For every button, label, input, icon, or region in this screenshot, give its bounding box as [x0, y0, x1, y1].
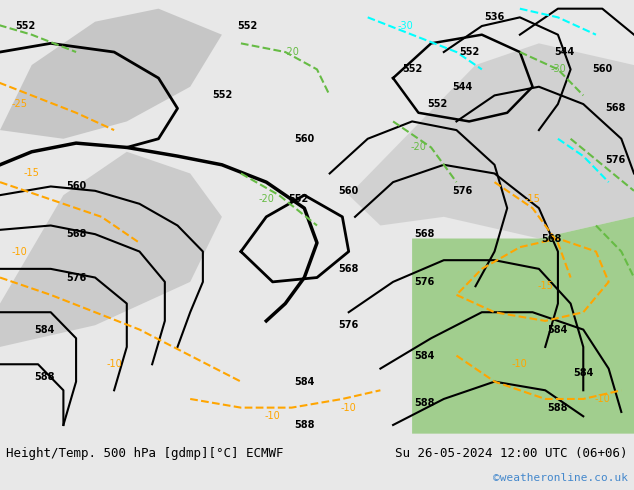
Text: 568: 568: [605, 103, 625, 113]
Text: 552: 552: [288, 195, 308, 204]
Text: 588: 588: [415, 398, 435, 408]
Text: ©weatheronline.co.uk: ©weatheronline.co.uk: [493, 473, 628, 483]
Text: 568: 568: [541, 234, 562, 244]
Text: 544: 544: [453, 82, 473, 92]
Text: 552: 552: [427, 99, 448, 109]
Text: -15: -15: [23, 169, 40, 178]
Text: -30: -30: [550, 64, 566, 74]
Text: 576: 576: [453, 186, 473, 196]
Text: 536: 536: [484, 12, 505, 23]
Text: 584: 584: [573, 368, 593, 378]
Text: 560: 560: [339, 186, 359, 196]
Text: -30: -30: [398, 21, 413, 31]
Polygon shape: [412, 217, 634, 434]
Text: -20: -20: [283, 47, 300, 57]
Text: -10: -10: [341, 403, 356, 413]
Text: 552: 552: [459, 47, 479, 57]
Text: 560: 560: [66, 181, 86, 192]
Text: -20: -20: [410, 143, 427, 152]
Text: 568: 568: [339, 264, 359, 274]
Text: Su 26-05-2024 12:00 UTC (06+06): Su 26-05-2024 12:00 UTC (06+06): [395, 447, 628, 460]
Text: 544: 544: [554, 47, 574, 57]
Text: 552: 552: [212, 90, 232, 100]
Polygon shape: [0, 152, 222, 347]
Text: -10: -10: [11, 246, 27, 257]
Text: 576: 576: [66, 272, 86, 283]
Text: 588: 588: [34, 372, 55, 382]
Text: -10: -10: [512, 359, 527, 369]
Text: 568: 568: [66, 229, 86, 239]
Text: 584: 584: [415, 350, 435, 361]
Text: 568: 568: [415, 229, 435, 239]
Text: -20: -20: [258, 195, 275, 204]
Text: 560: 560: [592, 64, 612, 74]
Text: 584: 584: [548, 324, 568, 335]
Text: 560: 560: [294, 134, 314, 144]
Text: Height/Temp. 500 hPa [gdmp][°C] ECMWF: Height/Temp. 500 hPa [gdmp][°C] ECMWF: [6, 447, 284, 460]
Text: -10: -10: [107, 359, 122, 369]
Text: -15: -15: [524, 195, 541, 204]
Text: -10: -10: [595, 394, 610, 404]
Text: 576: 576: [339, 320, 359, 330]
Text: 552: 552: [402, 64, 422, 74]
Text: 552: 552: [15, 21, 36, 31]
Polygon shape: [349, 44, 634, 239]
Text: -15: -15: [537, 281, 553, 291]
Text: 588: 588: [548, 403, 568, 413]
Text: 588: 588: [294, 420, 314, 430]
Text: -10: -10: [265, 411, 280, 421]
Text: 576: 576: [415, 277, 435, 287]
Text: 552: 552: [237, 21, 257, 31]
Text: -25: -25: [11, 99, 27, 109]
Polygon shape: [0, 9, 222, 139]
Text: 584: 584: [294, 377, 314, 387]
Text: 576: 576: [605, 155, 625, 166]
Text: 584: 584: [34, 324, 55, 335]
